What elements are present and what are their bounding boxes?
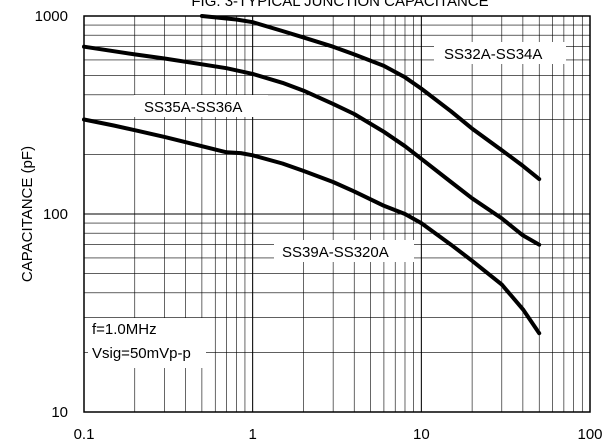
annotation-frequency: f=1.0MHz — [92, 321, 157, 338]
y-tick-label: 1000 — [35, 8, 68, 25]
y-tick-label: 100 — [43, 206, 68, 223]
series-label-ss32a-ss34a: SS32A-SS34A — [444, 46, 542, 63]
y-tick-label: 10 — [51, 404, 68, 421]
series-label-ss39a-ss320a: SS39A-SS320A — [282, 244, 389, 261]
series-label-bg-1 — [434, 42, 566, 64]
series-line-1 — [199, 14, 542, 182]
chart-title: FIG. 3-TYPICAL JUNCTION CAPACITANCE — [191, 0, 488, 10]
x-tick-labels: 0.1 1 10 100 — [74, 426, 603, 443]
series-lines — [82, 14, 542, 336]
x-tick-label: 100 — [577, 426, 602, 443]
annotation-bg — [88, 318, 206, 368]
x-tick-label: 10 — [413, 426, 430, 443]
series-label-bg-2 — [134, 95, 268, 117]
x-tick-label: 0.1 — [74, 426, 95, 443]
x-tick-label: 1 — [248, 426, 256, 443]
y-axis-label: CAPACITANCE (pF) — [19, 146, 36, 282]
annotation-vsig: Vsig=50mVp-p — [92, 345, 191, 362]
y-tick-labels: 10 100 1000 — [35, 8, 68, 421]
series-line-2 — [82, 44, 542, 247]
plot-frame — [83, 15, 591, 413]
series-label-bg-3 — [274, 240, 414, 262]
series-line-3 — [82, 117, 542, 336]
series-label-ss35a-ss36a: SS35A-SS36A — [144, 99, 242, 116]
